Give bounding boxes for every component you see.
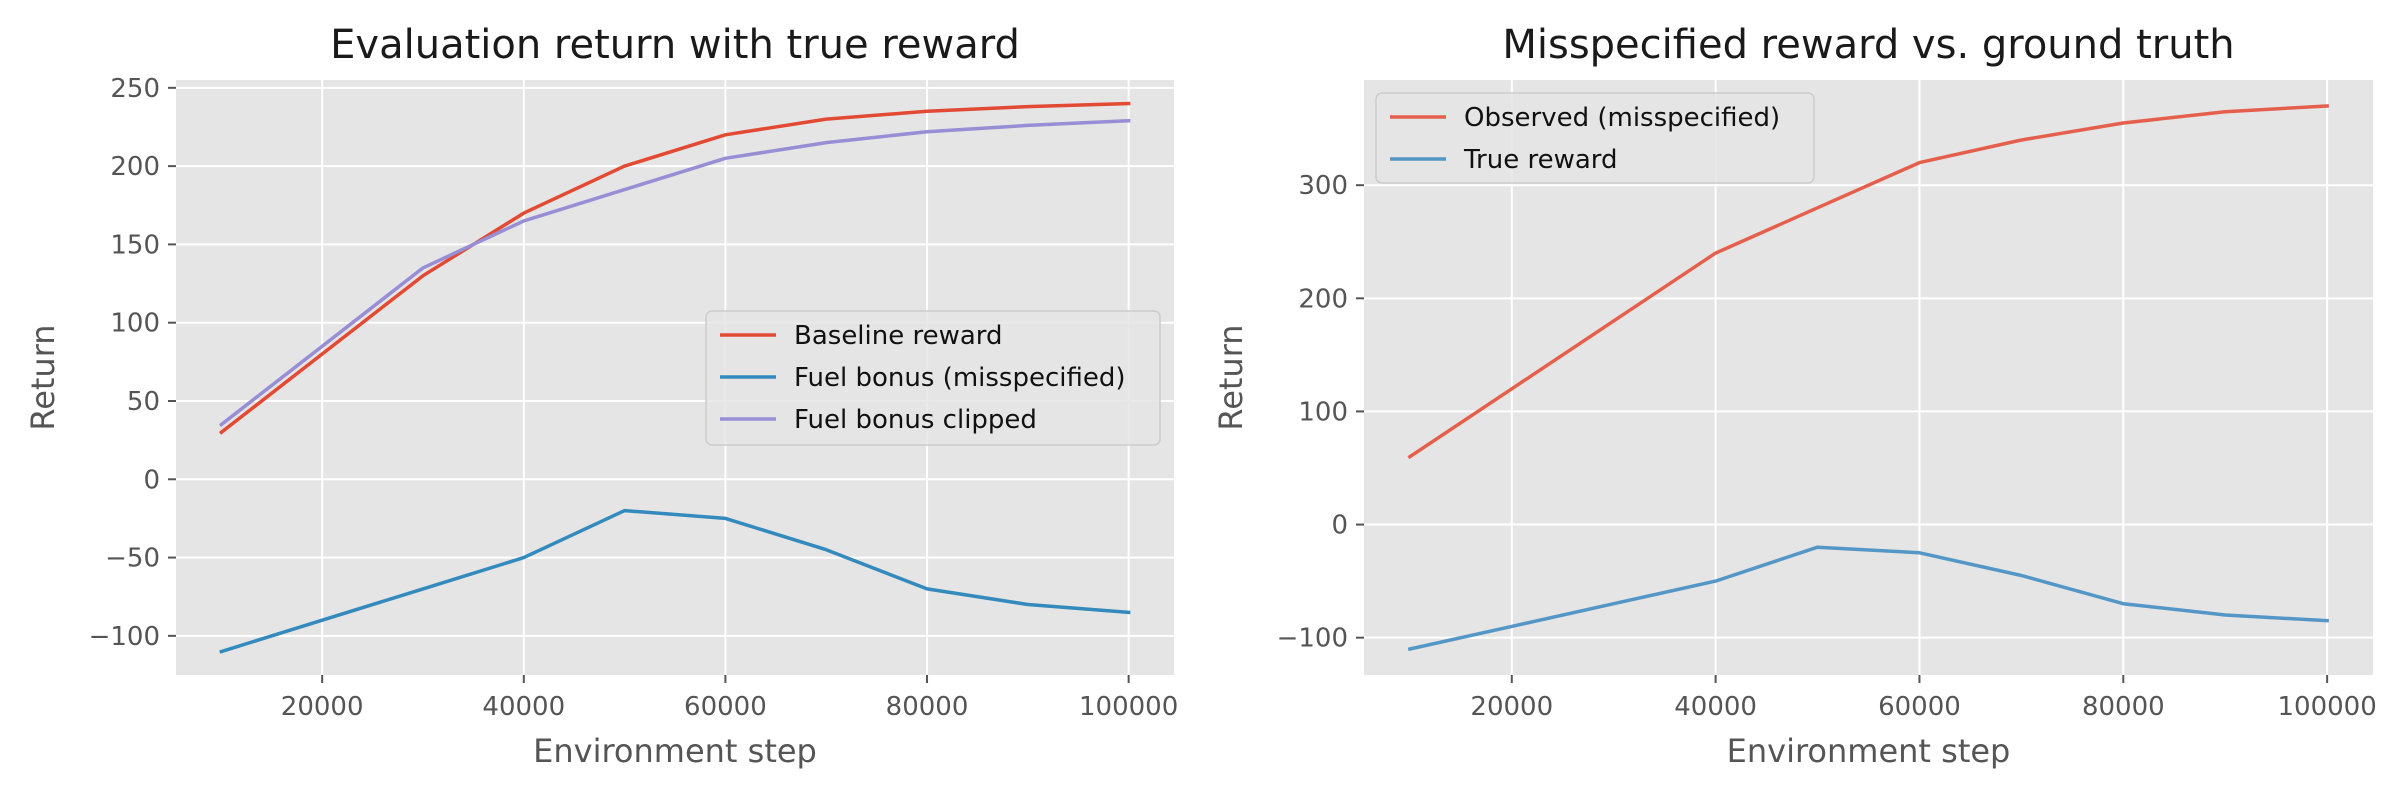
y-tick-label: 50 (127, 387, 160, 417)
x-tick-label: 60000 (1878, 692, 1961, 722)
x-tick-label: 40000 (482, 692, 565, 722)
x-tick-label: 100000 (2278, 692, 2377, 722)
legend: Baseline reward Fuel bonus (misspecified)… (705, 310, 1161, 446)
x-tick-label: 20000 (1470, 692, 1553, 722)
x-axis-label: Environment step (533, 732, 817, 770)
series-line-2 (1407, 545, 2329, 652)
series-line-1 (1407, 104, 2329, 460)
x-tick-label: 60000 (684, 692, 767, 722)
y-tick-label: 0 (1331, 511, 1348, 541)
series-line-3 (218, 118, 1131, 427)
legend-label: Fuel bonus (misspecified) (794, 363, 1126, 393)
x-tick-label: 100000 (1079, 692, 1178, 722)
legend-label: Fuel bonus clipped (794, 405, 1037, 435)
x-tick-label: 80000 (2082, 692, 2165, 722)
legend-label: Observed (misspecified) (1464, 103, 1780, 133)
series-line-2 (219, 508, 1131, 654)
y-tick-label: 200 (110, 152, 160, 182)
chart-title: Misspecified reward vs. ground truth (1502, 22, 2234, 68)
y-tick-label: −50 (105, 544, 160, 574)
chart-panel-2: 20000 40000 60000 80000 100000 −100 0 100 200 300… (1212, 22, 2377, 770)
y-tick-label: 100 (1298, 397, 1348, 427)
legend-label: Baseline reward (794, 321, 1003, 351)
y-tick-label: 0 (143, 465, 160, 495)
legend-box (705, 310, 1161, 446)
y-tick-label: 150 (110, 230, 160, 260)
x-tick-label: 80000 (886, 692, 969, 722)
y-tick-label: 250 (110, 74, 160, 104)
y-axis-label: Return (24, 324, 62, 430)
chart-title: Evaluation return with true reward (330, 22, 1020, 68)
y-tick-label: 200 (1298, 284, 1348, 314)
chart-panel-1: 20000 40000 60000 80000 100000 −100 −50 0 50 100 1… (24, 22, 1178, 770)
y-tick-label: 300 (1298, 171, 1348, 201)
y-tick-label: −100 (89, 622, 160, 652)
legend: Observed (misspecified) True reward (1375, 92, 1815, 184)
y-axis-label: Return (1212, 324, 1250, 430)
legend-label: True reward (1463, 145, 1618, 175)
legend-box (1375, 92, 1815, 184)
x-axis-label: Environment step (1727, 732, 2011, 770)
y-tick-label: 100 (110, 309, 160, 339)
y-tick-label: −100 (1277, 624, 1348, 654)
series-line-1 (218, 101, 1131, 435)
x-tick-label: 20000 (281, 692, 364, 722)
x-tick-label: 40000 (1674, 692, 1757, 722)
